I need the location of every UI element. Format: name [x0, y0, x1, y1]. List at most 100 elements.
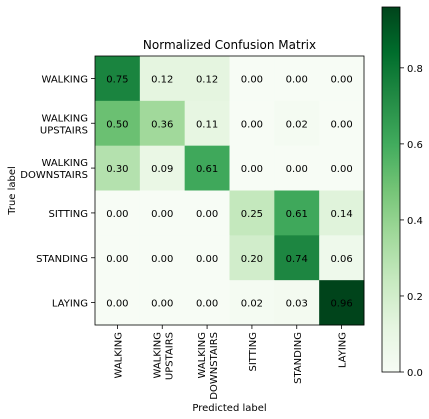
cell-value-label: 0.25 — [241, 209, 263, 220]
heatmap-cell — [274, 56, 320, 102]
heatmap-cell — [139, 235, 186, 281]
axis-ticks — [91, 78, 342, 329]
cell-value-label: 0.00 — [151, 209, 173, 220]
x-tick-label: WALKINGDOWNSTAIRS — [197, 332, 220, 400]
cell-value-label: 0.00 — [241, 119, 263, 130]
y-tick-label: WALKING DOWNSTAIRS — [20, 158, 88, 181]
heatmap-cell — [319, 235, 365, 281]
x-tick-label: WALKINGUPSTAIRS — [152, 332, 175, 380]
heatmap-cell — [95, 145, 141, 191]
cell-value-label: 0.00 — [106, 254, 128, 265]
y-tick-labels: WALKING WALKING UPSTAIRS WALKING DOWNSTAIRS S… — [20, 74, 88, 309]
cell-value-label: 0.75 — [106, 74, 128, 85]
colorbar — [381, 6, 401, 373]
heatmap-cell — [139, 190, 186, 236]
cell-value-label: 0.00 — [330, 119, 352, 130]
colorbar-tick-label: 0.0 — [407, 368, 423, 379]
cell-value-label: 0.09 — [151, 164, 173, 175]
cell-value-label: 0.61 — [286, 209, 308, 220]
plot-frame — [94, 55, 365, 326]
heatmap-cell — [229, 280, 275, 326]
heatmap-cell — [184, 56, 230, 102]
cell-value-label: 0.61 — [196, 164, 218, 175]
heatmap-cell — [139, 145, 186, 191]
cell-value-label: 0.00 — [106, 209, 128, 220]
x-tick-label: LAYING — [338, 332, 349, 368]
heatmap-cell — [139, 280, 186, 326]
heatmap-cell — [229, 145, 275, 191]
heatmap-cell — [139, 100, 186, 147]
y-tick-label: WALKING — [42, 74, 89, 85]
x-tick-label: STANDING — [293, 332, 304, 384]
cell-value-label: 0.00 — [196, 299, 218, 310]
heatmap-cell — [319, 280, 365, 326]
cell-value-label: 0.06 — [330, 254, 352, 265]
heatmap-cell — [184, 280, 230, 326]
heatmap-cell — [274, 235, 320, 281]
heatmap-cell — [319, 145, 365, 191]
cell-value-label: 0.12 — [196, 74, 218, 85]
cell-value-label: 0.36 — [151, 119, 173, 130]
y-tick-label: WALKING UPSTAIRS — [40, 113, 88, 136]
heatmap-cell — [319, 100, 365, 147]
heatmap-cell — [229, 190, 275, 236]
heatmap-cell — [319, 56, 365, 102]
cell-value-label: 0.00 — [196, 209, 218, 220]
cell-value-label: 0.00 — [286, 74, 308, 85]
heatmap-cell — [184, 235, 230, 281]
y-tick-label: STANDING — [36, 254, 88, 265]
cell-value-label: 0.11 — [196, 119, 218, 130]
colorbar-tick-label: 0.6 — [407, 140, 423, 151]
heatmap-cell — [95, 56, 141, 102]
y-tick-label: SITTING — [48, 209, 88, 220]
colorbar-tick-label: 0.2 — [407, 292, 423, 303]
y-axis-label: True label — [7, 166, 18, 216]
chart-title: Normalized Confusion Matrix — [143, 38, 316, 52]
heatmap-cell — [274, 145, 320, 191]
heatmap-cell — [95, 100, 141, 147]
x-tick-label: WALKING — [113, 332, 124, 379]
cell-value-label: 0.74 — [286, 254, 308, 265]
heatmap-cell — [229, 56, 275, 102]
cell-value-label: 0.00 — [151, 254, 173, 265]
heatmap-cell — [184, 145, 230, 191]
heatmap-cell — [95, 280, 141, 326]
cell-value-label: 0.00 — [241, 164, 263, 175]
colorbar-ticks: 0.0 0.2 0.4 0.6 0.8 — [400, 64, 423, 379]
x-axis-label: Predicted label — [192, 403, 266, 414]
cell-value-label: 0.14 — [330, 209, 352, 220]
cell-value-label: 0.12 — [151, 74, 173, 85]
cell-value-label: 0.30 — [106, 164, 128, 175]
cell-value-label: 0.00 — [196, 254, 218, 265]
heatmap-cell — [274, 280, 320, 326]
cell-value-labels: 0.75 0.12 0.12 0.00 0.00 0.00 0.50 0.36 0.11 0.00… — [106, 74, 352, 309]
colorbar-tick-label: 0.4 — [407, 216, 423, 227]
cell-value-label: 0.50 — [106, 119, 128, 130]
cell-value-label: 0.00 — [286, 164, 308, 175]
cell-value-label: 0.00 — [151, 299, 173, 310]
x-tick-labels: WALKING WALKINGUPSTAIRS WALKINGDOWNSTAIRS S… — [113, 332, 348, 400]
cell-value-label: 0.96 — [330, 299, 352, 310]
cell-value-label: 0.03 — [286, 299, 308, 310]
x-tick-label: SITTING — [248, 332, 259, 372]
cell-value-label: 0.02 — [241, 299, 263, 310]
heatmap-cell — [229, 100, 275, 147]
heatmap-cell — [95, 190, 141, 236]
cell-value-label: 0.00 — [330, 164, 352, 175]
cell-value-label: 0.00 — [241, 74, 263, 85]
heatmap-cell — [184, 100, 230, 147]
heatmap-cell — [319, 190, 365, 236]
heatmap-cell — [229, 235, 275, 281]
cell-value-label: 0.00 — [106, 299, 128, 310]
y-tick-label: LAYING — [52, 299, 88, 310]
colorbar-tick-label: 0.8 — [407, 64, 423, 75]
cell-value-label: 0.20 — [241, 254, 263, 265]
heatmap-cell — [139, 56, 186, 102]
heatmap-cell — [274, 100, 320, 147]
heatmap-cell — [95, 235, 141, 281]
cell-value-label: 0.00 — [330, 74, 352, 85]
heatmap-cells — [95, 56, 365, 326]
heatmap-cell — [184, 190, 230, 236]
cell-value-label: 0.02 — [286, 119, 308, 130]
